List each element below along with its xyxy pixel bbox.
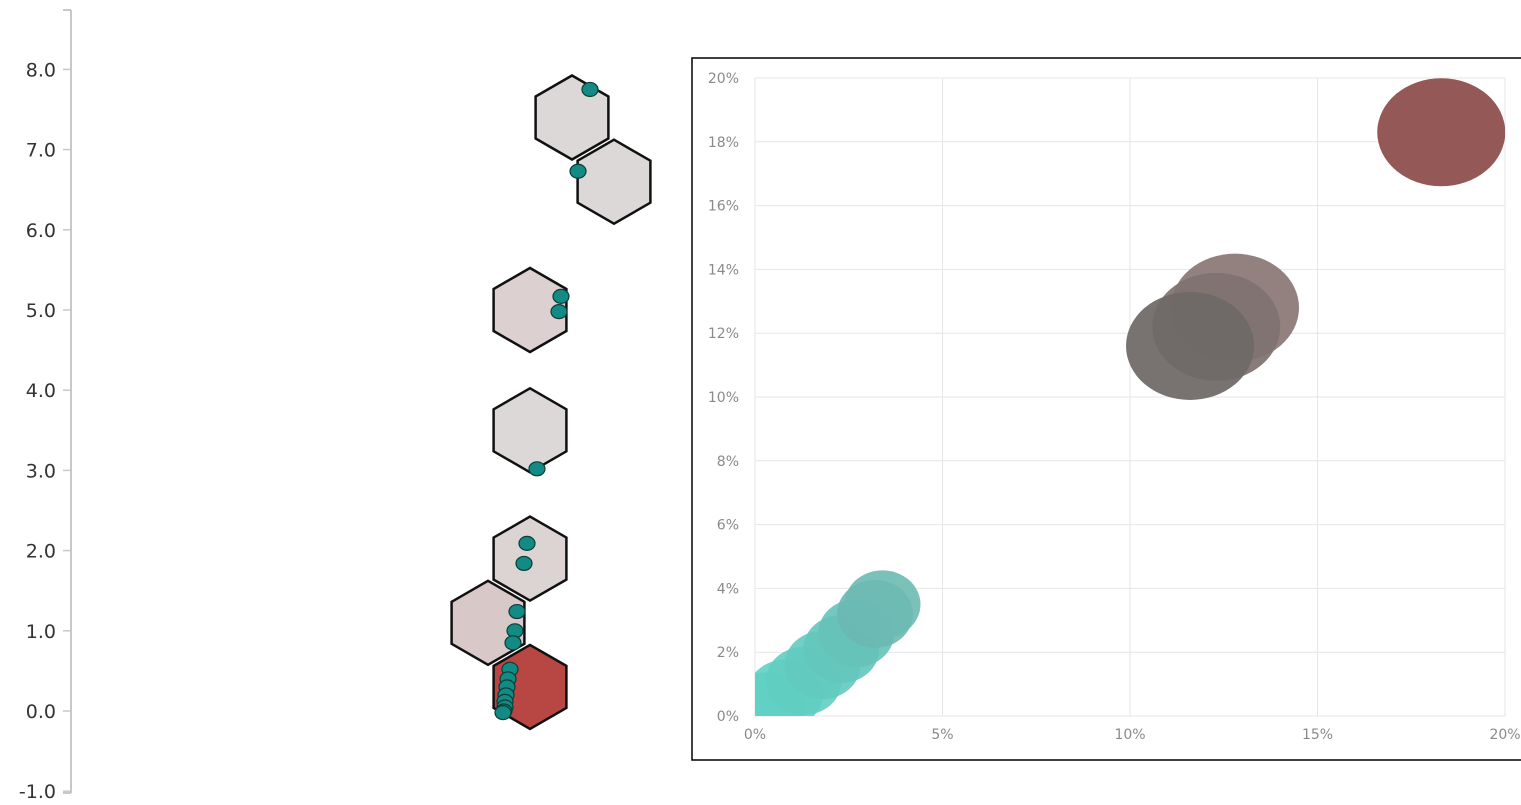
y-tick-label: -1.0 <box>19 781 56 803</box>
data-point <box>550 304 568 320</box>
y-tick-label: 12% <box>708 326 739 342</box>
hexbin-cell <box>576 138 652 226</box>
bubble <box>1377 78 1505 187</box>
inset-x-axis: 0% 5% 10% 15% 20% <box>744 727 1521 743</box>
hexbin-y-axis: -1.0 0.0 1.0 2.0 3.0 4.0 5.0 6.0 7.0 8.0 <box>19 9 72 803</box>
hexbin-cell <box>492 266 568 354</box>
y-tick-label: 1.0 <box>26 621 56 643</box>
hexbin-cell <box>450 579 526 667</box>
inset-bubbles <box>755 78 1505 716</box>
y-tick-label: 4.0 <box>26 380 56 402</box>
data-point <box>518 535 536 551</box>
y-tick-label: 0% <box>717 709 739 725</box>
y-tick-label: 18% <box>708 135 739 151</box>
y-tick-label: 14% <box>708 262 739 278</box>
data-point <box>528 461 546 477</box>
hexbin-cells <box>450 74 652 731</box>
data-point <box>494 705 512 721</box>
hexbin-cell <box>492 386 568 474</box>
y-tick-label: 2.0 <box>26 541 56 563</box>
data-point <box>569 163 587 179</box>
y-tick-label: 8.0 <box>26 59 56 81</box>
y-tick-label: 8% <box>717 454 739 470</box>
x-tick-label: 0% <box>744 727 766 743</box>
x-tick-label: 15% <box>1302 727 1333 743</box>
x-tick-label: 20% <box>1489 727 1520 743</box>
data-point <box>581 81 599 98</box>
y-tick-label: 16% <box>708 199 739 215</box>
hexbin-points <box>494 81 599 721</box>
y-tick-label: 0.0 <box>26 701 56 723</box>
data-point <box>515 555 533 572</box>
y-tick-label: 3.0 <box>26 460 56 482</box>
y-tick-label: 7.0 <box>26 140 56 162</box>
y-tick-label: 20% <box>708 71 739 87</box>
x-tick-label: 5% <box>931 727 953 743</box>
data-point <box>552 288 570 304</box>
bubble <box>844 570 921 639</box>
data-point <box>504 635 522 651</box>
data-point <box>508 603 526 620</box>
y-tick-label: 5.0 <box>26 300 56 322</box>
inset-y-axis: 0% 2% 4% 6% 8% 10% 12% 14% 16% 18% 20% <box>708 71 739 725</box>
inset-bubble-chart: 0% 5% 10% 15% 20% 0% 2% 4% 6% 8% 10% 12% 14% 16% 18% 2… <box>691 57 1521 761</box>
y-tick-label: 6.0 <box>26 220 56 242</box>
y-tick-label: 2% <box>717 645 739 661</box>
y-tick-label: 4% <box>717 581 739 597</box>
x-tick-label: 10% <box>1114 727 1145 743</box>
bubble <box>1126 291 1254 400</box>
y-tick-label: 6% <box>717 518 739 534</box>
y-tick-label: 10% <box>708 390 739 406</box>
